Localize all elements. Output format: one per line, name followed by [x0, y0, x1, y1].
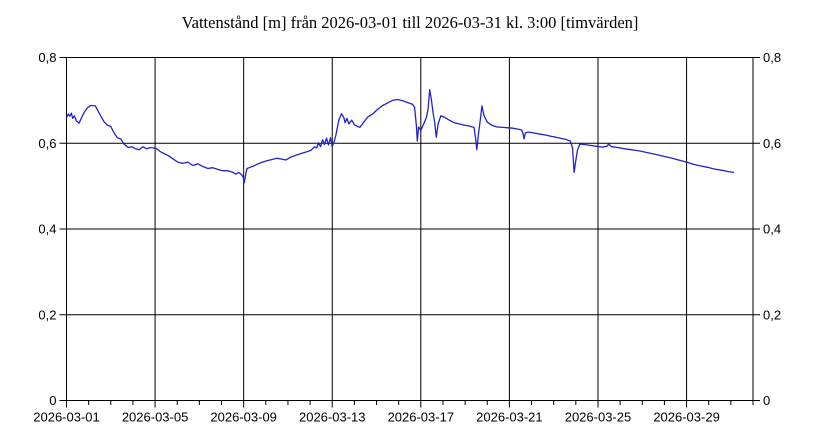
y-axis-label-left: 0: [49, 393, 56, 408]
tick-labels: 0 0 0,2 0,2 0,4 0,4 0,6 0,6 0,8 0,8 2026-03-01 2026…: [33, 50, 781, 425]
y-axis-label-right: 0,2: [763, 307, 781, 322]
x-axis-label: 2026-03-17: [388, 410, 455, 425]
y-axis-label-right: 0,8: [763, 50, 781, 65]
gridlines: [66, 57, 753, 401]
x-axis-label: 2026-03-29: [653, 410, 720, 425]
x-axis-label: 2026-03-21: [476, 410, 543, 425]
x-axis-label: 2026-03-13: [299, 410, 366, 425]
data-line: [65, 89, 735, 184]
x-axis-label: 2026-03-09: [210, 410, 277, 425]
chart-title: Vattenstånd [m] från 2026-03-01 till 202…: [182, 13, 639, 32]
y-axis-label-left: 0,8: [38, 50, 56, 65]
y-axis-label-left: 0,2: [38, 307, 56, 322]
x-axis-label: 2026-03-25: [565, 410, 632, 425]
y-axis-label-left: 0,6: [38, 136, 56, 151]
axes: [59, 57, 760, 408]
x-axis-label: 2026-03-05: [122, 410, 189, 425]
y-axis-label-left: 0,4: [38, 222, 56, 237]
y-axis-label-right: 0: [763, 393, 770, 408]
x-axis-label: 2026-03-01: [33, 410, 100, 425]
y-axis-label-right: 0,4: [763, 222, 781, 237]
y-axis-label-right: 0,6: [763, 136, 781, 151]
water-level-line: [65, 89, 735, 184]
